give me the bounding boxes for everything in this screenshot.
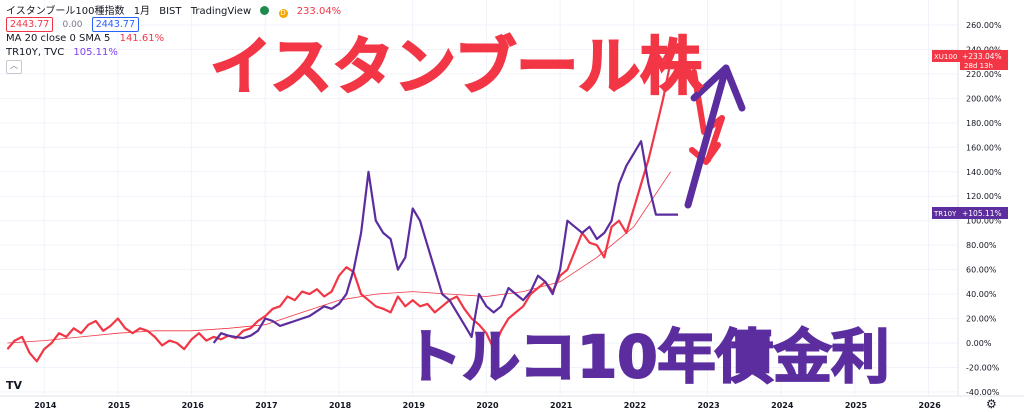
ma-label[interactable]: MA 20 close 0 SMA 5 [6, 33, 111, 44]
time-axis: 2014 2015 2016 2017 2018 2019 2020 2021 2022 2023… [34, 401, 941, 410]
xu100-axis-tag [932, 50, 960, 62]
symbol-name[interactable]: イスタンブール100種指数 [6, 6, 125, 17]
legend-main: イスタンブール100種指数 1月 BIST TradingView D 233.… [6, 2, 347, 18]
x-tick-label: 2018 [329, 401, 352, 410]
legend-tr10y: TR10Y, TVC 105.11% [6, 47, 124, 58]
legend-prices: 2443.77 0.00 2443.77 [6, 17, 145, 32]
market-status-icon [260, 6, 270, 15]
red-arrow-head [689, 142, 721, 165]
x-tick-label: 2020 [476, 401, 499, 410]
y-tick-label: 180.00% [966, 119, 1002, 128]
x-tick-label: 2017 [255, 401, 277, 410]
tr10y-tag-label: TR10Y [933, 210, 957, 218]
x-tick-label: 2025 [845, 401, 868, 410]
tr10y-line [212, 140, 678, 344]
tr10y-value-tag [960, 207, 1008, 219]
price-axis: 260.00% 240.00% 220.00% 200.00% 180.00% 160.0… [966, 21, 1002, 397]
y-tick-label: 40.00% [966, 290, 997, 299]
x-tick-label: 2014 [34, 401, 57, 410]
y-tick-label: 160.00% [966, 143, 1002, 152]
tr10y-label[interactable]: TR10Y, TVC [6, 47, 65, 58]
y-tick-label: 20.00% [966, 315, 997, 324]
change-percent: 233.04% [296, 6, 342, 17]
xu100-value-label: +233.04% [962, 52, 1002, 61]
x-tick-label: 2026 [919, 401, 942, 410]
sell-price[interactable]: 2443.77 [6, 17, 54, 32]
buy-price[interactable]: 2443.77 [91, 17, 140, 32]
legend-ma: MA 20 close 0 SMA 5 141.61% [6, 33, 170, 44]
y-tick-label: 260.00% [966, 21, 1002, 30]
chart-grid [0, 0, 958, 396]
overlay-title-top: イスタンブール株 [210, 30, 703, 103]
y-tick-label: 80.00% [966, 241, 997, 250]
x-tick-label: 2021 [550, 401, 573, 410]
source-label: TradingView [190, 6, 252, 17]
x-tick-label: 2015 [108, 401, 131, 410]
price-axis-labels: XU100 +233.04%28d 13h TR10Y +105.11% [932, 50, 1008, 219]
delayed-badge-icon: D [278, 9, 288, 18]
x-tick-label: 2023 [697, 401, 719, 410]
exchange-label: BIST [159, 6, 182, 17]
x-tick-label: 2019 [403, 401, 426, 410]
purple-arrow-head [690, 64, 746, 112]
y-tick-label: 240.00% [966, 45, 1002, 54]
xu100-line [6, 42, 680, 363]
xu100-tag-label: XU100 [934, 53, 957, 61]
y-tick-label: 220.00% [966, 70, 1002, 79]
y-tick-label: 120.00% [966, 192, 1002, 201]
tr10y-axis-tag [932, 207, 960, 219]
overlay-title-bottom: トルコ10年債金利 [404, 323, 890, 391]
y-tick-label: 200.00% [966, 94, 1002, 103]
annotation-arrows [684, 64, 746, 209]
tr10y-value-label: +105.11% [962, 209, 1002, 218]
x-tick-label: 2016 [182, 401, 205, 410]
ma-line [7, 171, 671, 344]
ma-value: 141.61% [119, 33, 165, 44]
tr10y-value: 105.11% [73, 47, 118, 58]
y-tick-label: 60.00% [966, 266, 997, 275]
y-tick-label: 100.00% [966, 217, 1002, 226]
tradingview-logo: TV [6, 379, 23, 392]
collapse-legend-button[interactable]: ︿ [6, 60, 22, 74]
xu100-countdown-label: 28d 13h [964, 62, 993, 70]
y-tick-label: -20.00% [966, 363, 1000, 372]
chart-series [6, 42, 680, 363]
y-tick-label: -40.00% [966, 388, 1000, 397]
settings-gear-icon[interactable]: ⚙ [986, 397, 997, 411]
interval-label[interactable]: 1月 [133, 6, 151, 17]
xu100-value-tag [960, 50, 1008, 70]
x-tick-label: 2022 [624, 401, 646, 410]
y-tick-label: 0.00% [966, 339, 992, 348]
x-tick-label: 2024 [771, 401, 794, 410]
spread-value: 0.00 [62, 20, 83, 30]
y-tick-label: 140.00% [966, 168, 1002, 177]
purple-up-arrow [684, 64, 730, 209]
